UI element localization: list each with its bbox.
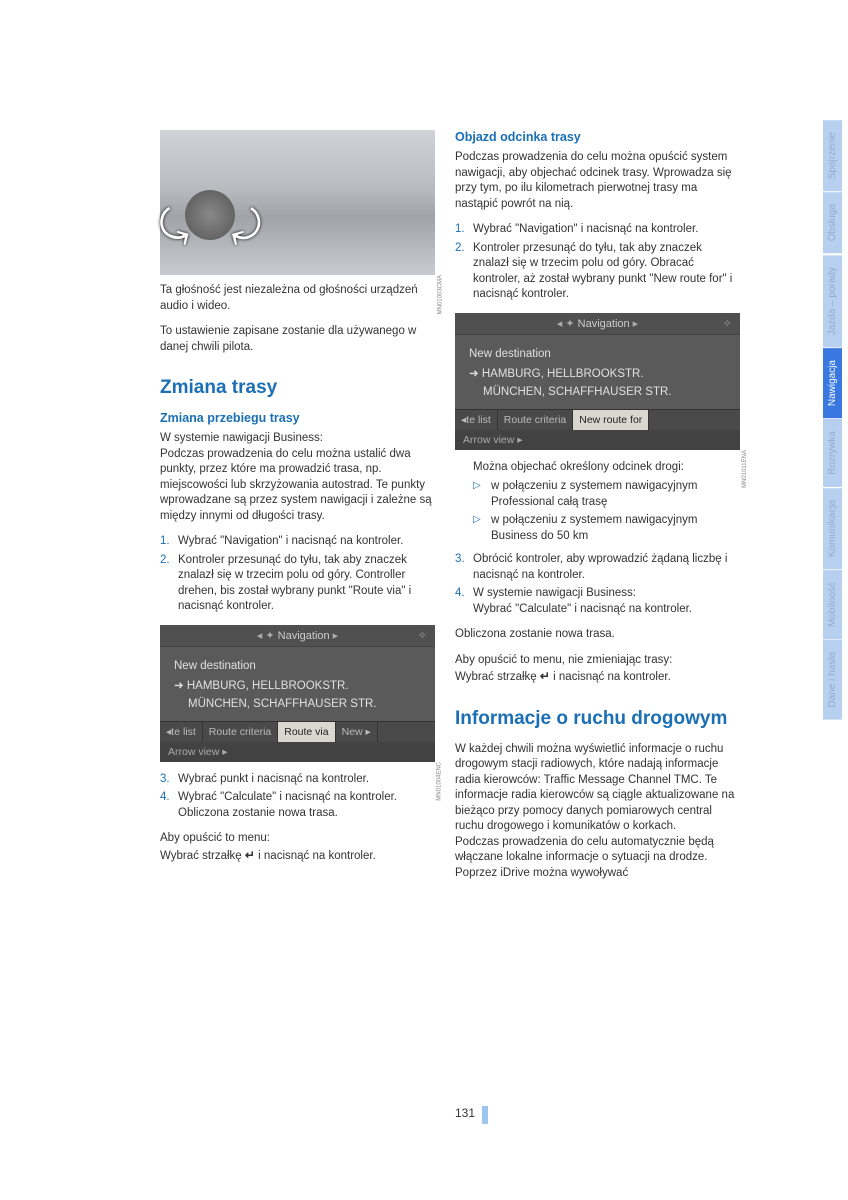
nav-header: ◂ ✦ Navigation ▸ ✧	[455, 313, 740, 335]
heading-informacje-ruchu: Informacje o ruchu drogowym	[455, 708, 740, 730]
numbered-list: 1.Wybrać "Navigation" i nacisnąć na kont…	[455, 222, 740, 303]
nav-tab[interactable]: Route criteria	[203, 722, 278, 742]
nav-screenshot-route-via: ◂ ✦ Navigation ▸ ✧ New destination ➜ HAM…	[160, 625, 435, 762]
body-text: W każdej chwili można wyświetlić informa…	[455, 742, 740, 882]
nav-header: ◂ ✦ Navigation ▸ ✧	[160, 625, 435, 647]
list-text: Wybrać punkt i nacisnąć na kontroler.	[178, 773, 369, 785]
list-item: 3.Wybrać punkt i nacisnąć na kontroler.	[160, 772, 435, 788]
right-column: Objazd odcinka trasy Podczas prowadzenia…	[455, 130, 740, 891]
nav-destination: MÜNCHEN, SCHAFFHAUSER STR.	[174, 695, 421, 713]
tab-spojrzenie[interactable]: Spojrzenie	[823, 120, 842, 191]
return-arrow-icon: ↵	[245, 847, 255, 863]
nav-new-destination: New destination	[469, 345, 726, 363]
page-number: 131	[455, 1106, 475, 1120]
list-text: Wybrać "Navigation" i nacisnąć na kontro…	[178, 535, 403, 547]
compass-icon: ✧	[723, 317, 732, 330]
side-tabs: Spojrzenie Obsługa Jazda – porady Nawiga…	[823, 120, 848, 721]
numbered-list: 3.Wybrać punkt i nacisnąć na kontroler. …	[160, 772, 435, 822]
compass-icon: ✧	[418, 629, 427, 642]
dashboard-photo: ⤹ ⤸ MN01003CMA	[160, 130, 435, 275]
tab-obsluga[interactable]: Obsługa	[823, 192, 842, 253]
list-text: Wybrać "Calculate" i nacisnąć na kontrol…	[178, 791, 397, 819]
return-arrow-icon: ↵	[540, 668, 550, 684]
list-text: W systemie nawigacji Business: Wybrać "C…	[473, 587, 692, 615]
body-text: Można objechać określony odcinek drogi:	[473, 460, 740, 476]
nav-tab[interactable]: New ▸	[336, 722, 378, 742]
nav-tab-new-route-for[interactable]: New route for	[573, 410, 649, 430]
subheading-objazd: Objazd odcinka trasy	[455, 130, 740, 144]
screenshot-code: MN01011ENA	[742, 450, 748, 488]
nav-tab-route-via[interactable]: Route via	[278, 722, 335, 742]
body-text: Aby opuścić to menu:Wybrać strzałkę ↵ i …	[160, 831, 435, 864]
nav-destination: ➜ HAMBURG, HELLBROOKSTR.	[174, 675, 421, 695]
nav-tab[interactable]: ◂te list	[455, 410, 498, 430]
body-text: W systemie nawigacji Business: Podczas p…	[160, 431, 435, 524]
heading-zmiana-trasy: Zmiana trasy	[160, 377, 435, 399]
list-item: 1.Wybrać "Navigation" i nacisnąć na kont…	[455, 222, 740, 238]
screenshot-code: MN01004ENC	[437, 762, 443, 801]
tab-nawigacja[interactable]: Nawigacja	[823, 348, 842, 418]
tab-rozrywka[interactable]: Rozrywka	[823, 419, 842, 487]
list-item: ▷ w połączeniu z systemem nawigacyjnym Pr…	[473, 479, 740, 510]
list-text: Kontroler przesunąć do tyłu, tak aby zna…	[178, 554, 411, 613]
body-text: Ta głośność jest niezależna od głośności…	[160, 283, 435, 314]
photo-code: MN01003CMA	[437, 275, 443, 314]
numbered-list: 3.Obrócić kontroler, aby wprowadzić żąda…	[455, 552, 740, 617]
list-text: w połączeniu z systemem nawigacyjnym Pro…	[491, 480, 697, 508]
left-column: ⤹ ⤸ MN01003CMA Ta głośność jest niezależ…	[160, 130, 435, 891]
nav-subfooter: Arrow view ▸	[455, 430, 740, 450]
list-item: 1.Wybrać "Navigation" i nacisnąć na kont…	[160, 534, 435, 550]
subheading-zmiana-przebiegu: Zmiana przebiegu trasy	[160, 411, 435, 425]
nav-new-destination: New destination	[174, 657, 421, 675]
nav-title: Navigation	[278, 630, 330, 642]
nav-screenshot-new-route: ◂ ✦ Navigation ▸ ✧ New destination ➜ HAM…	[455, 313, 740, 450]
page-container: ⤹ ⤸ MN01003CMA Ta głośność jest niezależ…	[0, 0, 848, 941]
triangle-icon: ▷	[473, 479, 481, 493]
dial-arrows: ⤹ ⤸	[165, 195, 255, 255]
nav-footer: ◂te list Route criteria Route via New ▸	[160, 721, 435, 742]
nav-body: New destination ➜ HAMBURG, HELLBROOKSTR.…	[455, 335, 740, 409]
numbered-list: 1.Wybrać "Navigation" i nacisnąć na kont…	[160, 534, 435, 615]
bullet-list: ▷ w połączeniu z systemem nawigacyjnym Pr…	[473, 479, 740, 544]
page-marker	[482, 1106, 488, 1124]
tab-jazda-porady[interactable]: Jazda – porady	[823, 255, 842, 347]
body-text: Aby opuścić to menu, nie zmieniając tras…	[455, 653, 740, 686]
nav-tab[interactable]: ◂te list	[160, 722, 203, 742]
body-text: Obliczona zostanie nowa trasa.	[455, 627, 740, 643]
list-item: 3.Obrócić kontroler, aby wprowadzić żąda…	[455, 552, 740, 583]
list-text: Wybrać "Navigation" i nacisnąć na kontro…	[473, 223, 698, 235]
body-text: To ustawienie zapisane zostanie dla używ…	[160, 324, 435, 355]
nav-tab[interactable]: Route criteria	[498, 410, 573, 430]
tab-mobilnosc[interactable]: Mobilność	[823, 570, 842, 639]
list-text: Kontroler przesunąć do tyłu, tak aby zna…	[473, 242, 732, 301]
triangle-icon: ▷	[473, 513, 481, 527]
nav-body: New destination ➜ HAMBURG, HELLBROOKSTR.…	[160, 647, 435, 721]
list-text: Obrócić kontroler, aby wprowadzić żądaną…	[473, 553, 727, 581]
list-text: w połączeniu z systemem nawigacyjnym Bus…	[491, 514, 697, 542]
nav-title: Navigation	[578, 318, 630, 330]
nav-footer: ◂te list Route criteria New route for	[455, 409, 740, 430]
body-text: Podczas prowadzenia do celu można opuści…	[455, 150, 740, 212]
tab-dane-hasla[interactable]: Dane i hasła	[823, 640, 842, 720]
tab-komunikacja[interactable]: Komunikacja	[823, 488, 842, 569]
nav-subfooter: Arrow view ▸	[160, 742, 435, 762]
list-item: ▷ w połączeniu z systemem nawigacyjnym Bu…	[473, 513, 740, 544]
list-item: 2.Kontroler przesunąć do tyłu, tak aby z…	[455, 241, 740, 303]
list-item: 4.Wybrać "Calculate" i nacisnąć na kontr…	[160, 790, 435, 821]
nav-destination: ➜ HAMBURG, HELLBROOKSTR.	[469, 363, 726, 383]
nav-destination: MÜNCHEN, SCHAFFHAUSER STR.	[469, 383, 726, 401]
list-item: 2.Kontroler przesunąć do tyłu, tak aby z…	[160, 553, 435, 615]
list-item: 4.W systemie nawigacji Business: Wybrać …	[455, 586, 740, 617]
